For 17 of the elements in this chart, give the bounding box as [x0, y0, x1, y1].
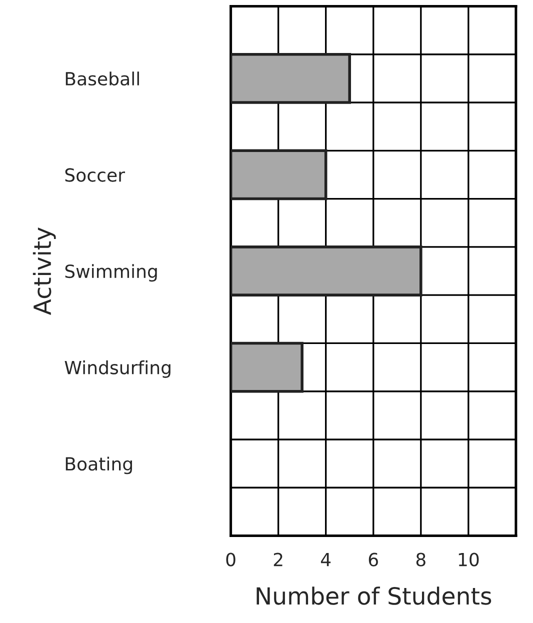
y-tick-label: Soccer [65, 168, 126, 182]
x-tick-label: 4 [320, 553, 331, 566]
x-tick-label: 2 [274, 552, 282, 566]
bar [230, 246, 422, 296]
x-tick-label: 10 [458, 552, 479, 566]
bar [230, 342, 304, 393]
x-axis-title: Number of Students [256, 586, 492, 605]
y-tick-label: Windsurfing [64, 360, 170, 378]
y-tick-label: Boating [66, 456, 132, 474]
x-tick-label: 8 [416, 552, 426, 566]
bar [230, 149, 328, 200]
y-tick-label: Baseball [66, 72, 139, 86]
y-axis-title: Activity [32, 228, 56, 315]
y-tick-label: Swimming [65, 264, 157, 282]
x-tick-label: 6 [368, 552, 378, 566]
x-tick-label: 0 [226, 552, 236, 566]
bar [230, 52, 351, 104]
